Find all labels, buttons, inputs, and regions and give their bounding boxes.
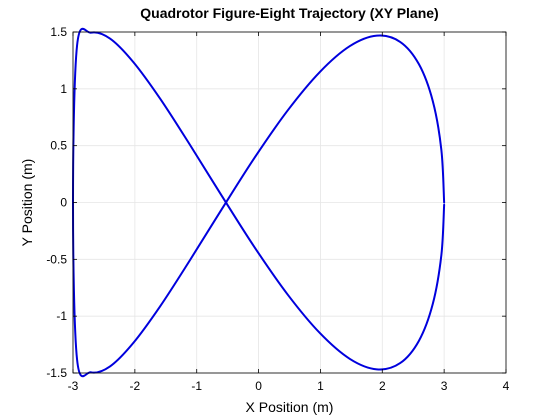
y-tick-label: 0 (60, 196, 67, 210)
y-tick-label: -1.5 (46, 366, 67, 380)
y-tick-label: 0.5 (50, 139, 67, 153)
x-tick-label: -1 (191, 379, 202, 393)
y-axis-label: Y Position (m) (19, 159, 35, 247)
y-tick-label: 1.5 (50, 25, 67, 39)
x-tick-label: 1 (317, 379, 324, 393)
x-tick-label: -2 (130, 379, 141, 393)
x-axis-label: X Position (m) (246, 399, 334, 415)
x-tick-label: 4 (503, 379, 510, 393)
x-tick-label: 2 (379, 379, 386, 393)
x-tick-label: -3 (68, 379, 79, 393)
axis-ticks: -3 -2 -1 0 1 2 3 4 -1.5 -1 -0.5 0 0.5 1 1.5 (46, 25, 509, 393)
chart-title: Quadrotor Figure-Eight Trajectory (XY Pl… (140, 5, 438, 21)
x-tick-label: 0 (255, 379, 262, 393)
y-tick-label: 1 (60, 82, 67, 96)
x-tick-label: 3 (441, 379, 448, 393)
y-tick-label: -0.5 (46, 252, 67, 266)
y-tick-label: -1 (56, 309, 67, 323)
